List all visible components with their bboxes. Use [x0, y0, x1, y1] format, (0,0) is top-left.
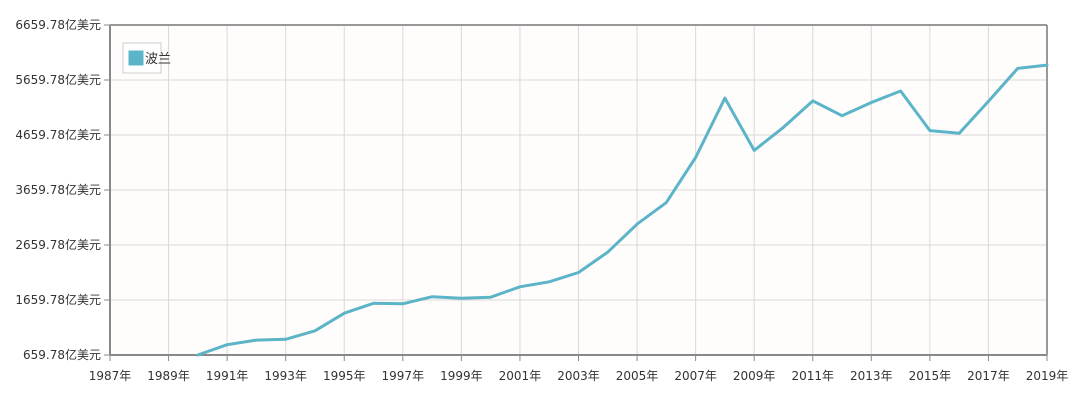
x-tick-label: 1989年 [147, 369, 190, 383]
y-tick-label: 3659.78亿美元 [15, 182, 101, 197]
x-tick-label: 2011年 [791, 369, 834, 383]
data-point [723, 96, 727, 100]
data-point [1016, 66, 1020, 70]
data-point [869, 101, 873, 105]
data-point [430, 295, 434, 299]
data-point [781, 125, 785, 129]
data-point [459, 296, 463, 300]
data-point [664, 201, 668, 205]
data-point [840, 114, 844, 118]
x-tick-label: 2013年 [850, 369, 893, 383]
x-axis-ticks: 1987年 1989年 1991年 1993年 1995年 1997年 1999年 2001年… [89, 355, 1069, 383]
y-tick-label: 659.78亿美元 [23, 347, 101, 362]
x-tick-label: 2009年 [733, 369, 776, 383]
x-tick-label: 2005年 [616, 369, 659, 383]
legend: 波兰 [122, 42, 171, 74]
data-point [547, 280, 551, 284]
data-point [986, 99, 990, 103]
x-tick-label: 1993年 [264, 369, 307, 383]
data-point [196, 353, 200, 357]
data-point [254, 338, 258, 342]
x-tick-label: 2015年 [909, 369, 952, 383]
legend-swatch [127, 49, 145, 67]
data-point [899, 89, 903, 93]
data-point [284, 337, 288, 341]
x-tick-label: 1987年 [89, 369, 132, 383]
data-point [342, 311, 346, 315]
y-tick-label: 6659.78亿美元 [15, 17, 101, 32]
y-tick-label: 1659.78亿美元 [15, 292, 101, 307]
data-point [313, 329, 317, 333]
x-tick-label: 2007年 [674, 369, 717, 383]
grid-lines [110, 25, 1047, 355]
data-point [518, 285, 522, 289]
x-tick-label: 2003年 [557, 369, 600, 383]
y-tick-label: 5659.78亿美元 [15, 72, 101, 87]
data-point [752, 148, 756, 152]
data-point [577, 270, 581, 274]
data-point [635, 222, 639, 226]
x-tick-label: 1999年 [440, 369, 483, 383]
x-tick-label: 2001年 [499, 369, 542, 383]
y-tick-label: 4659.78亿美元 [15, 127, 101, 142]
series-lines [196, 63, 1049, 357]
x-tick-label: 2017年 [967, 369, 1010, 383]
data-point [401, 302, 405, 306]
data-point [1045, 63, 1049, 67]
data-point [225, 343, 229, 347]
series-line-0 [196, 63, 1049, 357]
data-point [489, 295, 493, 299]
data-point [928, 129, 932, 133]
data-point [811, 99, 815, 103]
data-point [694, 156, 698, 160]
x-tick-label: 1997年 [382, 369, 425, 383]
data-point [606, 250, 610, 254]
x-tick-label: 1991年 [206, 369, 249, 383]
data-point [957, 131, 961, 135]
data-point [372, 301, 376, 305]
x-tick-label: 1995年 [323, 369, 366, 383]
legend-label: 波兰 [145, 52, 171, 67]
y-axis-ticks: 659.78亿美元 1659.78亿美元 2659.78亿美元 3659.78亿美元 4… [15, 17, 110, 362]
x-tick-label: 2019年 [1026, 369, 1069, 383]
y-tick-label: 2659.78亿美元 [15, 237, 101, 252]
